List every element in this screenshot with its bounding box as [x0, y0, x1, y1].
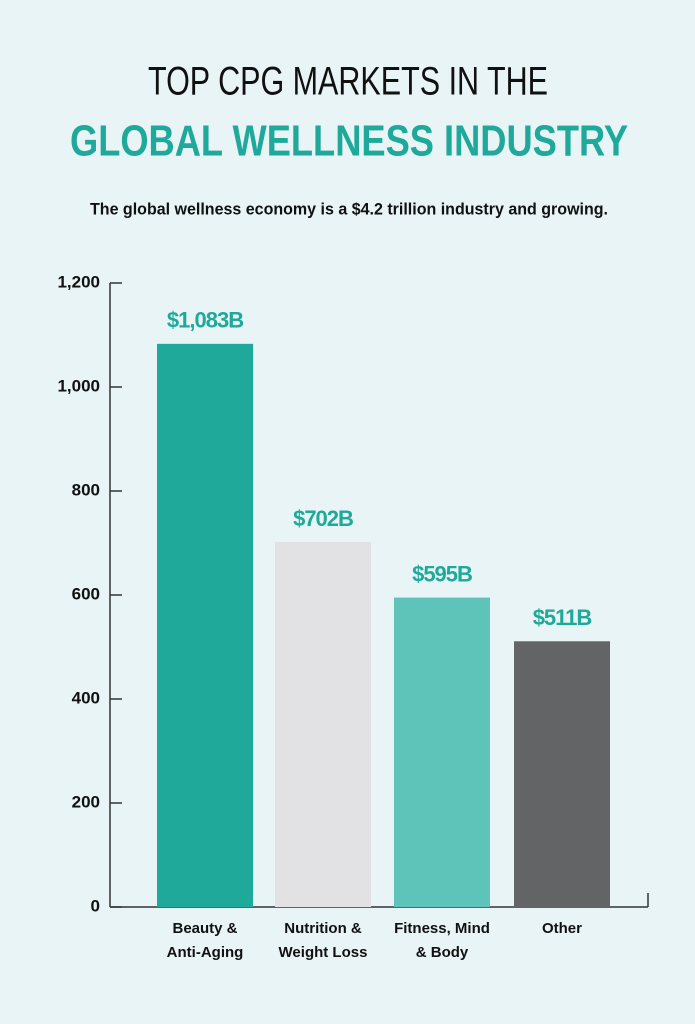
- x-tick-label: & Body: [416, 944, 469, 961]
- y-tick-label: 600: [72, 584, 100, 603]
- value-label: $511B: [533, 605, 592, 630]
- x-tick-label: Weight Loss: [279, 944, 368, 961]
- bar: [394, 597, 490, 907]
- y-tick-label: 0: [91, 896, 100, 915]
- x-tick-label: Anti-Aging: [167, 944, 244, 961]
- y-tick-label: 400: [72, 688, 100, 707]
- x-tick-label: Fitness, Mind: [394, 920, 490, 937]
- bar: [157, 343, 253, 908]
- bar: [514, 641, 610, 907]
- chart-title: GLOBAL WELLNESS INDUSTRY: [70, 117, 628, 166]
- x-tick-label: Beauty &: [172, 920, 237, 937]
- chart-title: TOP CPG MARKETS IN THE: [148, 60, 548, 104]
- x-tick-label: Nutrition &: [284, 920, 362, 937]
- y-tick-label: 1,200: [57, 272, 100, 291]
- y-tick-label: 1,000: [57, 376, 100, 395]
- y-tick-label: 200: [72, 792, 100, 811]
- x-tick-label: Other: [542, 920, 582, 937]
- bar: [275, 541, 371, 907]
- chart-subtitle: The global wellness economy is a $4.2 tr…: [90, 199, 608, 218]
- y-tick-label: 800: [72, 480, 100, 499]
- value-label: $1,083B: [167, 308, 243, 333]
- value-label: $595B: [412, 561, 472, 586]
- value-label: $702B: [293, 506, 353, 531]
